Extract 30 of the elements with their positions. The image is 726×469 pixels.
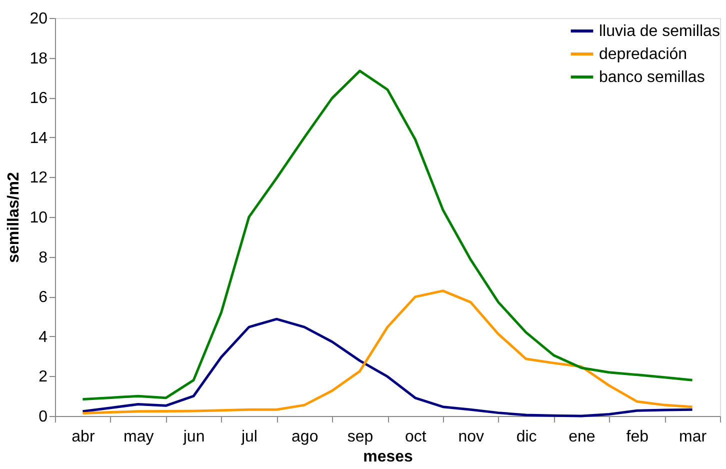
- x-tick-label: jun: [182, 428, 205, 446]
- y-tick-label: 14: [30, 130, 48, 147]
- x-tick-label: sep: [347, 428, 374, 446]
- x-tick-label: dic: [516, 428, 537, 446]
- x-tick-label: may: [124, 428, 154, 446]
- y-tick-label: 2: [38, 368, 48, 386]
- y-tick-label: 10: [30, 210, 48, 226]
- y-tick-label: 18: [30, 50, 48, 68]
- y-tick-label: 4: [38, 328, 48, 346]
- legend-label: depredación: [599, 46, 688, 63]
- line-series: [81, 290, 694, 414]
- y-tick-label: 0: [38, 408, 48, 426]
- x-tick-label: nov: [458, 428, 484, 446]
- x-tick-label: abr: [72, 428, 96, 446]
- x-tick-label: oct: [405, 428, 427, 446]
- x-tick-label: ene: [568, 428, 596, 446]
- x-tick-label: feb: [626, 428, 649, 446]
- x-tick-label: mar: [679, 428, 708, 446]
- legend-label: lluvia de semillas: [599, 23, 720, 40]
- y-tick-label: 16: [30, 90, 48, 108]
- y-tick-label: 12: [30, 170, 48, 187]
- line-series: [81, 318, 694, 418]
- y-tick-label: 6: [38, 289, 48, 306]
- y-axis-title: semillas/m2: [6, 172, 23, 263]
- legend-label: banco semillas: [599, 69, 705, 86]
- y-tick-label: 20: [30, 10, 48, 28]
- x-tick-label: jul: [240, 428, 258, 446]
- x-axis-title: meses: [363, 448, 414, 466]
- x-tick-label: ago: [292, 428, 318, 446]
- y-tick-label: 8: [38, 249, 48, 266]
